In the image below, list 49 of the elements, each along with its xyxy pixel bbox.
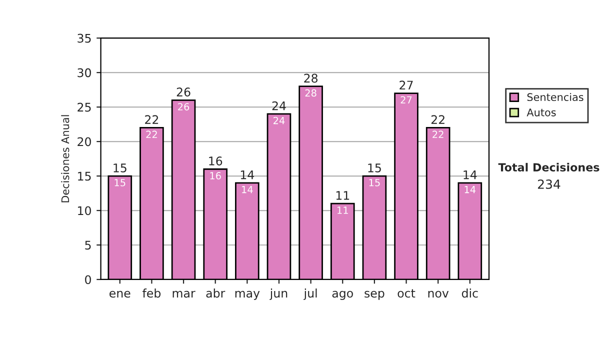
x-tick-label: ago xyxy=(332,290,353,300)
x-tick-label: oct xyxy=(398,289,416,298)
total-label: 27 xyxy=(400,80,413,90)
legend-label: Autos xyxy=(526,108,556,116)
x-tick-label: dic xyxy=(462,288,478,298)
y-tick-label: 0 xyxy=(85,275,91,284)
data-label: 14 xyxy=(464,186,476,194)
data-label: 24 xyxy=(274,116,285,124)
x-tick-label: abr xyxy=(206,288,226,298)
y-axis-title: Decisiones Anual xyxy=(61,115,70,202)
y-tick-label: 10 xyxy=(78,206,91,216)
y-tick-label: 15 xyxy=(78,172,91,181)
total-label: 14 xyxy=(240,170,254,180)
data-label: 22 xyxy=(146,130,157,138)
total-label: 22 xyxy=(145,115,158,124)
total-label: 11 xyxy=(336,191,350,200)
data-label: 28 xyxy=(305,89,316,97)
data-label: 22 xyxy=(432,130,444,138)
y-tick-label: 35 xyxy=(78,34,91,43)
legend-label: Sentencias xyxy=(527,92,584,102)
x-tick-label: sep xyxy=(364,290,384,300)
data-label: 15 xyxy=(114,179,126,186)
text: Total Decisiones xyxy=(498,162,600,172)
data-label: 15 xyxy=(369,179,380,186)
y-tick-label: 5 xyxy=(85,240,91,250)
total-label: 16 xyxy=(209,156,222,166)
x-tick-label: ene xyxy=(110,290,130,298)
total-label: 24 xyxy=(272,101,286,110)
text: 234 xyxy=(538,179,560,189)
total-label: 22 xyxy=(431,115,444,124)
y-tick-label: 20 xyxy=(78,137,91,146)
data-label: 27 xyxy=(400,96,412,104)
x-tick-label: feb xyxy=(142,288,161,298)
data-label: 16 xyxy=(210,172,221,180)
total-label: 26 xyxy=(176,88,190,96)
data-label: 26 xyxy=(178,103,190,110)
data-label: 14 xyxy=(242,186,253,194)
total-label: 15 xyxy=(114,164,126,172)
total-label: 28 xyxy=(304,74,318,83)
x-tick-label: jun xyxy=(270,288,288,300)
data-label: 11 xyxy=(338,206,348,214)
x-tick-label: may xyxy=(235,290,260,300)
x-tick-label: nov xyxy=(428,290,449,298)
y-tick-label: 30 xyxy=(78,68,91,78)
x-tick-label: jul xyxy=(304,288,317,300)
total-label: 15 xyxy=(368,164,381,172)
x-tick-label: mar xyxy=(172,290,196,298)
y-tick-label: 25 xyxy=(78,102,91,112)
total-label: 14 xyxy=(464,170,477,180)
